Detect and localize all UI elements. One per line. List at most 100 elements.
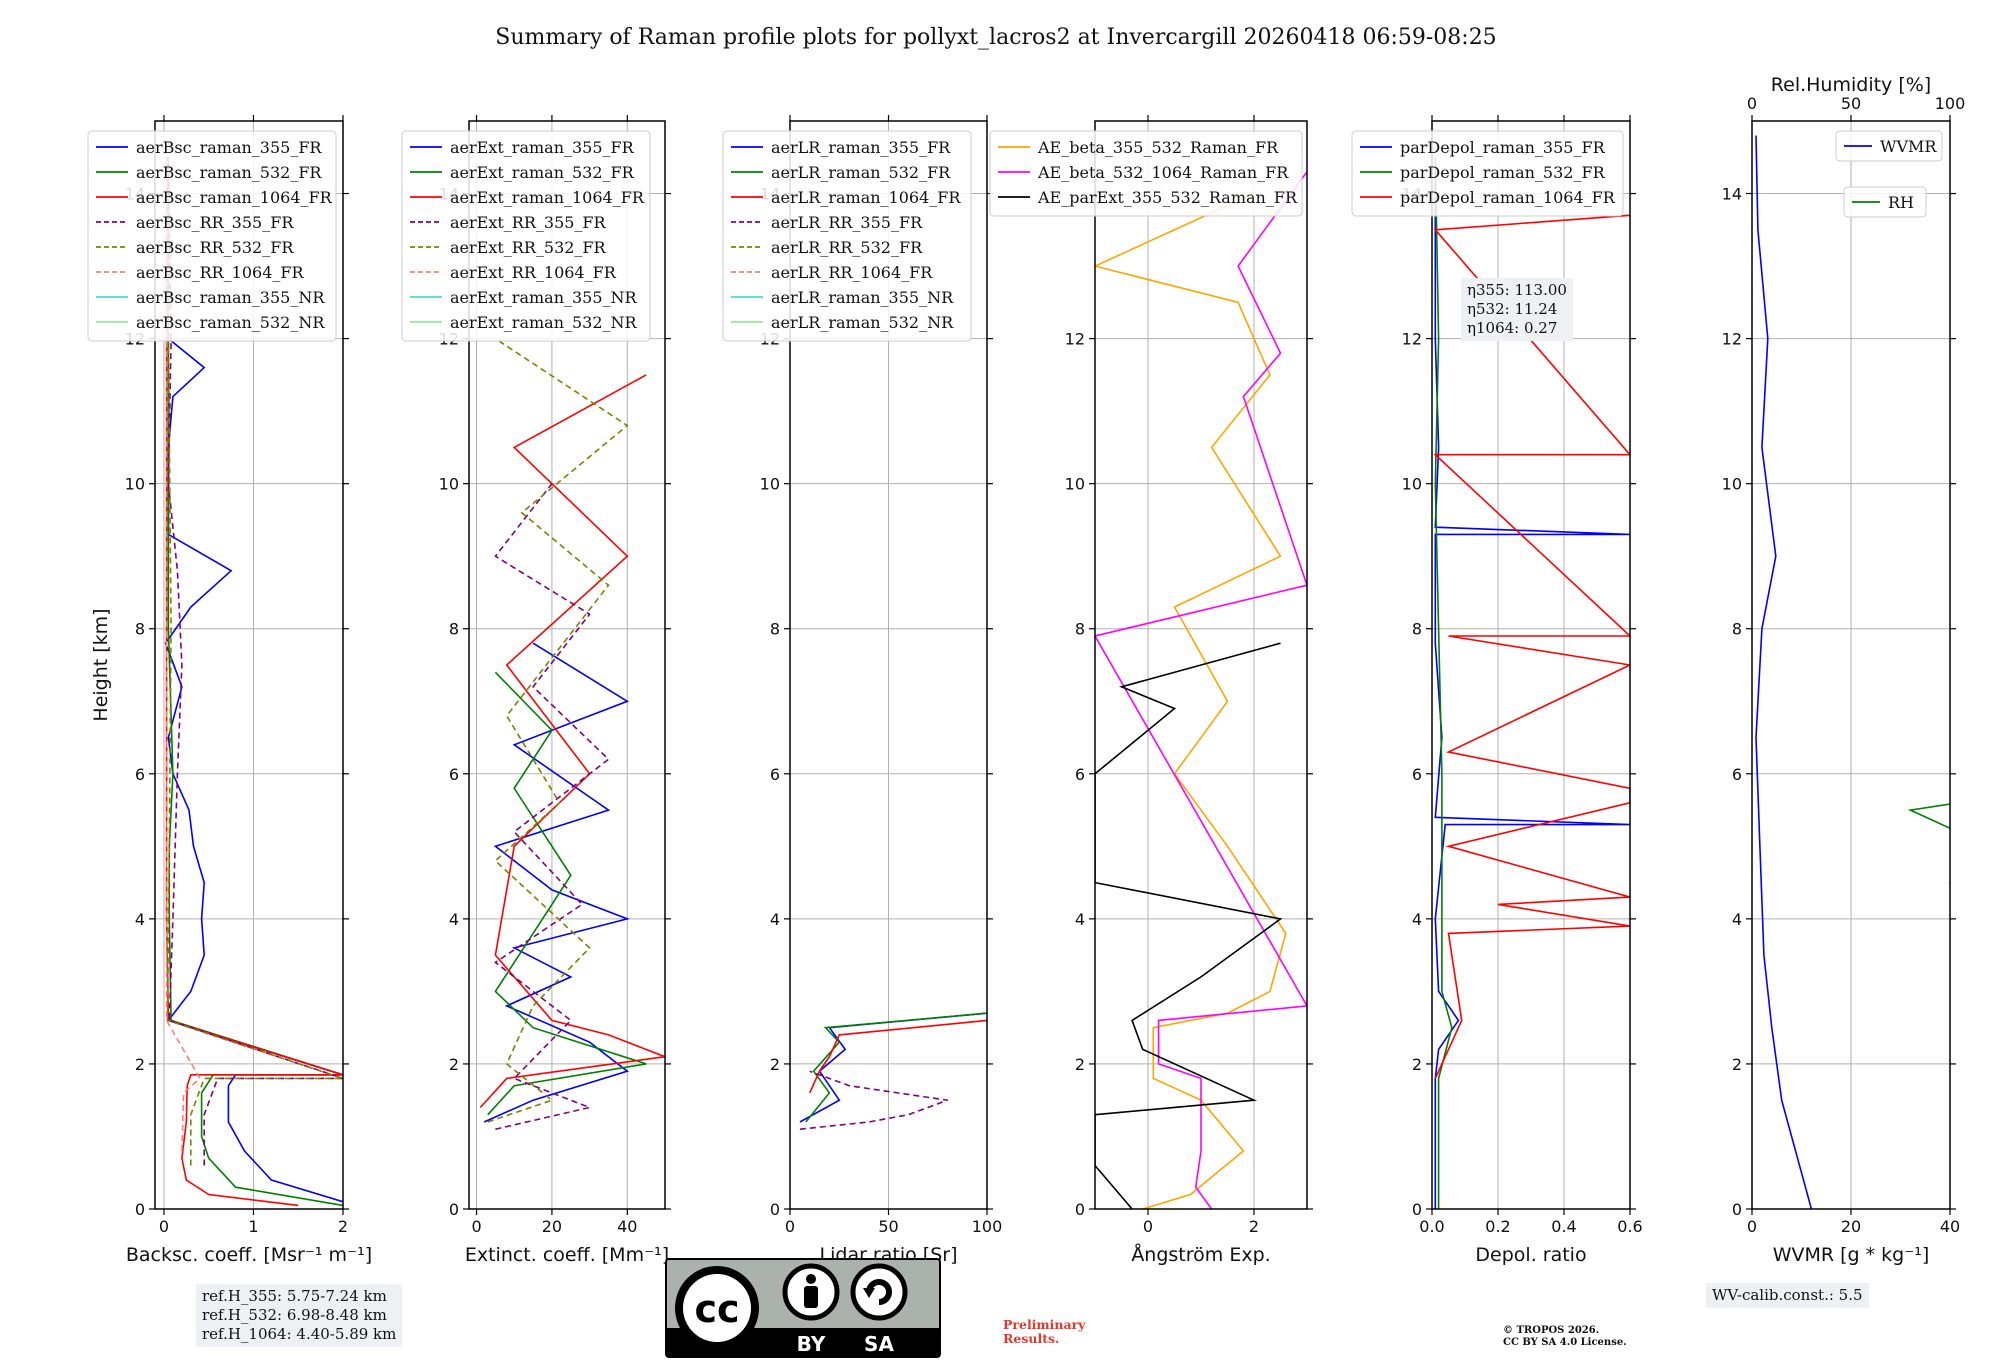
y-tick-label: 2 xyxy=(1732,1055,1742,1074)
y-tick-label: 10 xyxy=(1065,475,1085,494)
plot-area xyxy=(164,157,343,1207)
x-tick-label: 40 xyxy=(617,1217,637,1236)
legend: aerBsc_raman_355_FR aerBsc_raman_532_FRae… xyxy=(87,130,337,342)
y-tick-label: 10 xyxy=(125,475,145,494)
series-line-aerExt_raman_355_FR xyxy=(483,642,630,1123)
figure-title: Summary of Raman profile plots for polly… xyxy=(495,25,1496,50)
eta-355: η355: 113.00 xyxy=(1467,281,1567,299)
y-tick-label: 6 xyxy=(1412,765,1422,784)
legend-label: aerExt_raman_355_NR xyxy=(450,288,638,307)
legend-label: aerExt_raman_355_FR xyxy=(450,138,635,157)
x-axis-label: Extinct. coeff. [Mm⁻¹] xyxy=(465,1244,669,1266)
plot-area xyxy=(479,337,665,1130)
y-tick-label: 4 xyxy=(135,910,145,929)
series-line-RH xyxy=(1907,803,1950,884)
by-label: BY xyxy=(797,1332,826,1356)
y-tick-label: 4 xyxy=(449,910,459,929)
series-line-AE_beta_355_532_Raman_FR xyxy=(1095,192,1287,1209)
y-tick-label: 10 xyxy=(760,475,780,494)
x-tick-label: 0 xyxy=(1143,1217,1153,1236)
legend-label: aerBsc_raman_532_FR xyxy=(136,163,322,182)
x-tick-label: 0 xyxy=(471,1217,481,1236)
y-tick-label: 6 xyxy=(770,765,780,784)
legend-label: aerBsc_RR_1064_FR xyxy=(136,263,305,282)
legend-label: AE_parExt_355_532_Raman_FR xyxy=(1037,188,1298,207)
legend-label: aerBsc_raman_355_FR xyxy=(136,138,322,157)
series-line-aerBsc_raman_1064_FR xyxy=(165,157,343,1207)
plot-area xyxy=(1433,157,1630,1209)
legend-label: aerExt_RR_1064_FR xyxy=(450,263,617,282)
legend-label: aerLR_raman_1064_FR xyxy=(771,188,961,207)
y-tick-label: 0 xyxy=(770,1200,780,1219)
legend-label: aerLR_RR_1064_FR xyxy=(771,263,933,282)
x-axis-label: Ångström Exp. xyxy=(1131,1243,1270,1266)
legend-label: aerBsc_RR_355_FR xyxy=(136,213,294,232)
panel-lidar_ratio: 05010002468101214Lidar ratio [Sr]aerLR_r… xyxy=(722,115,1003,1266)
legend-label: aerLR_RR_355_FR xyxy=(771,213,923,232)
y-tick-label: 12 xyxy=(1065,330,1085,349)
x-tick-label: 2 xyxy=(338,1217,348,1236)
y-tick-label: 0 xyxy=(1732,1200,1742,1219)
y-tick-label: 0 xyxy=(449,1200,459,1219)
legend-label: WVMR xyxy=(1880,137,1937,156)
y-tick-label: 10 xyxy=(439,475,459,494)
legend-label: RH xyxy=(1888,193,1914,212)
eta-box: η355: 113.00 η532: 11.24 η1064: 0.27 xyxy=(1461,278,1573,341)
legend-label: aerLR_raman_532_NR xyxy=(771,313,954,332)
legend-label: aerLR_raman_355_NR xyxy=(771,288,954,307)
series-line-aerBsc_raman_532_FR xyxy=(167,157,343,1207)
share-alike-icon xyxy=(850,1263,908,1321)
legend: aerExt_raman_355_FR aerExt_raman_532_FRae… xyxy=(401,130,651,342)
reference-height-box: ref.H_355: 5.75-7.24 km ref.H_532: 6.98-… xyxy=(196,1284,403,1347)
series-line-aerBsc_RR_532_FR xyxy=(166,157,343,1166)
y-tick-label: 0 xyxy=(1412,1200,1422,1219)
x-tick-label: 40 xyxy=(1940,1217,1960,1236)
legend-box xyxy=(989,130,1303,217)
legend-box xyxy=(401,130,651,342)
series-line-parDepol_raman_1064_FR xyxy=(1433,214,1630,1079)
x-tick-label: 0.0 xyxy=(1419,1217,1444,1236)
legend-box xyxy=(1835,130,1943,162)
ref-h-355: ref.H_355: 5.75-7.24 km xyxy=(202,1287,387,1305)
copyright-note: © TROPOS 2026. CC BY SA 4.0 License. xyxy=(1503,1325,1627,1349)
y-tick-label: 6 xyxy=(1075,765,1085,784)
plot-area xyxy=(1755,135,1950,1209)
x-tick-label: 20 xyxy=(542,1217,562,1236)
series-line-WVMR xyxy=(1755,135,1813,1209)
eta-532: η532: 11.24 xyxy=(1467,300,1558,318)
legend-label: aerLR_RR_532_FR xyxy=(771,238,923,257)
y-tick-label: 4 xyxy=(770,910,780,929)
top-x-tick-label: 0 xyxy=(1747,94,1757,113)
y-tick-label: 2 xyxy=(449,1055,459,1074)
legend-rh: RH xyxy=(1843,186,1927,218)
y-tick-label: 0 xyxy=(1075,1200,1085,1219)
wv-calibration-constant: WV-calib.const.: 5.5 xyxy=(1712,1286,1863,1304)
y-tick-label: 6 xyxy=(449,765,459,784)
x-tick-label: 0 xyxy=(1747,1217,1757,1236)
panel-water_vapor: 0 20 40 0 2 4 6 8 10 12 14 WVMR [g * kg⁻¹] 0 50 100Rel… xyxy=(1722,74,1966,1266)
series-line-aerBsc_RR_355_FR xyxy=(167,157,343,1166)
x-tick-label: 50 xyxy=(878,1217,898,1236)
legend-box xyxy=(1351,130,1624,217)
preliminary-results-note: Preliminary Results. xyxy=(1003,1318,1085,1346)
y-axis-label: Height [km] xyxy=(90,608,112,721)
legend-label: aerBsc_raman_1064_FR xyxy=(136,188,333,207)
y-tick-label: 4 xyxy=(1732,910,1742,929)
axes-frame xyxy=(1431,120,1631,1210)
legend-label: aerExt_RR_355_FR xyxy=(450,213,607,232)
x-tick-label: 100 xyxy=(972,1217,1003,1236)
copyright-line-1: © TROPOS 2026. xyxy=(1503,1325,1600,1336)
series-line-aerExt_raman_1064_FR xyxy=(479,374,665,1109)
top-x-tick-label: 50 xyxy=(1841,94,1861,113)
legend-label: parDepol_raman_1064_FR xyxy=(1400,188,1616,207)
cc-by-sa-logo: cc BY SA xyxy=(665,1258,941,1358)
x-axis-label: Depol. ratio xyxy=(1475,1244,1586,1266)
y-tick-label: 8 xyxy=(1732,620,1742,639)
panel-angstrom: 0 2 0 2 4 6 8 10 12 Ångström Exp. AE_beta_355_532_… xyxy=(989,115,1313,1266)
wv-calibration-box: WV-calib.const.: 5.5 xyxy=(1706,1283,1869,1308)
axes-frame xyxy=(1094,120,1308,1210)
y-tick-label: 8 xyxy=(1412,620,1422,639)
legend-label: aerExt_raman_1064_FR xyxy=(450,188,645,207)
preliminary-line-1: Preliminary xyxy=(1003,1317,1086,1332)
